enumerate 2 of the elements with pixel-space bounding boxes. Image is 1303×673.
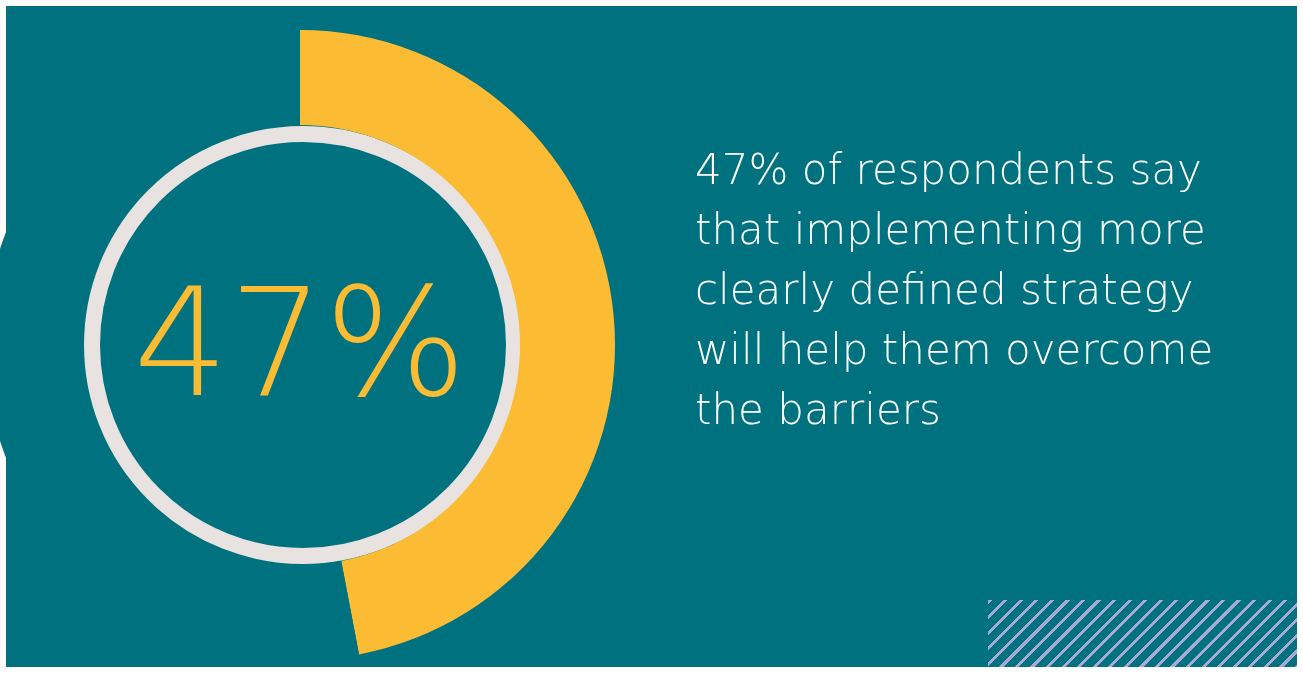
data-label: 47% xyxy=(133,256,467,430)
text: 47% of respondents say that implementing more clearly defined strategy will help them overcome the barriers xyxy=(695,144,1215,436)
